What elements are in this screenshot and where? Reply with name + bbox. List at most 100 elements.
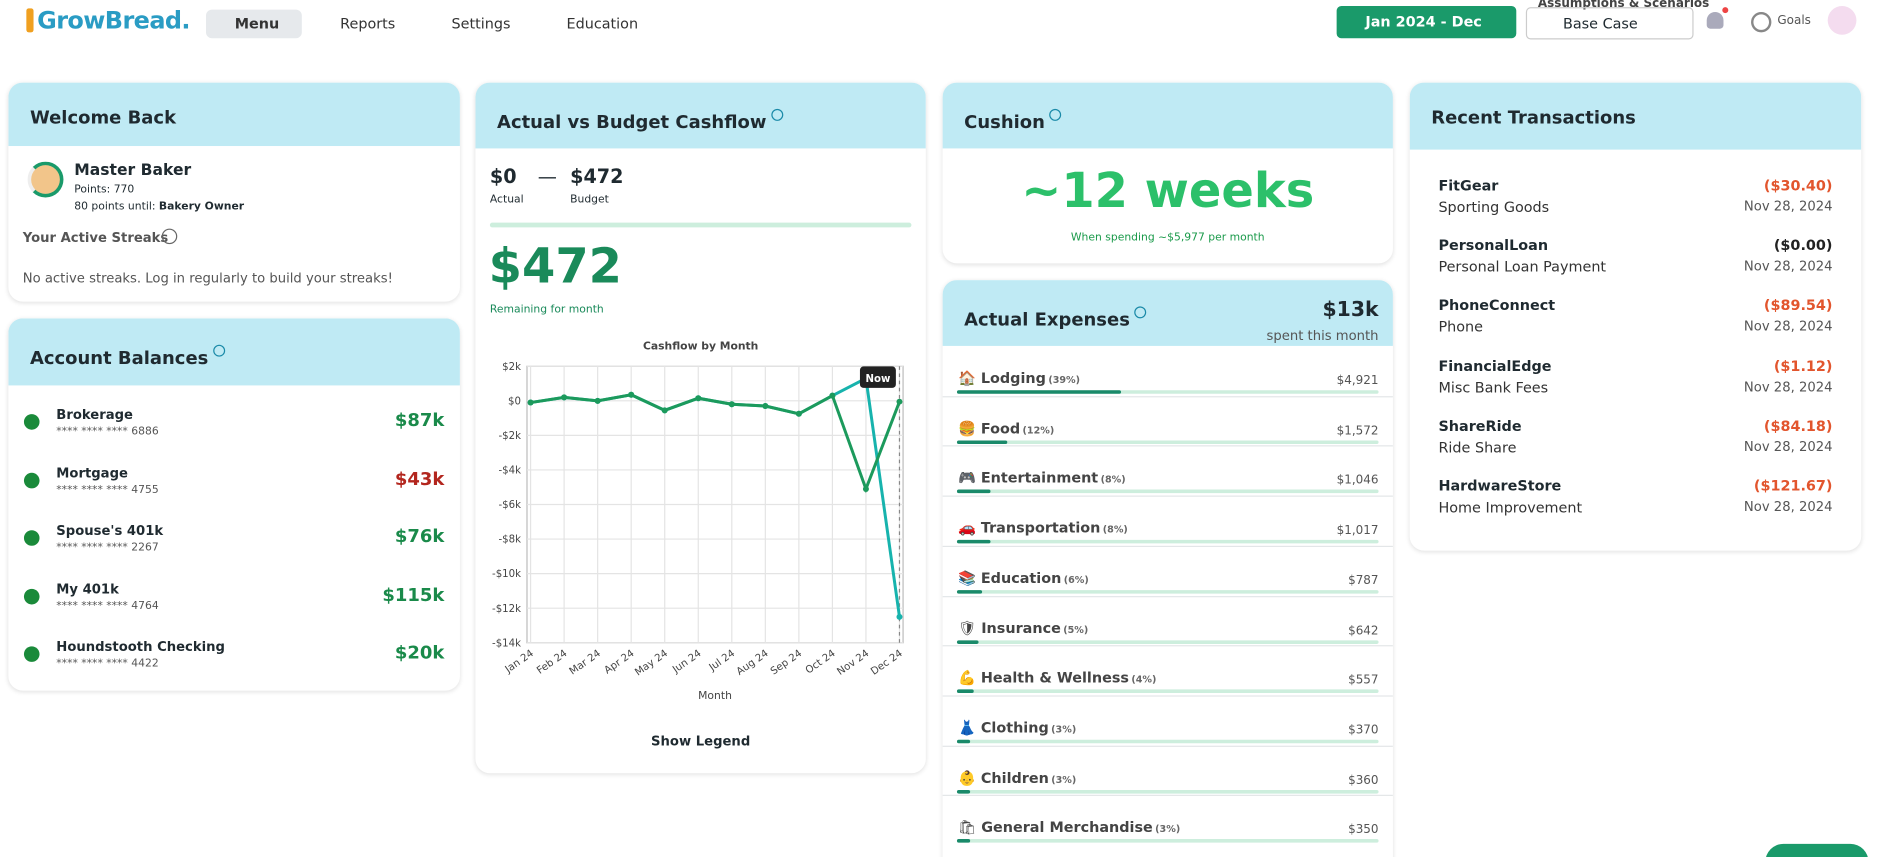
logo-icon: [26, 8, 34, 33]
merchant: FitGear: [1438, 177, 1499, 194]
chart-title: Cashflow by Month: [643, 340, 758, 353]
merchant: FinancialEdge: [1438, 357, 1552, 375]
expense-row[interactable]: 🛍 General Merchandise (3%): [958, 819, 1180, 836]
series-line: [530, 393, 901, 494]
x-tick-label: May 24: [633, 648, 670, 678]
help-icon[interactable]: [161, 228, 178, 245]
expense-amount: $557: [1348, 674, 1379, 688]
expense-row[interactable]: 👗 Clothing (3%): [958, 719, 1076, 736]
x-tick-label: Jul 24: [707, 648, 737, 674]
next-rank: Bakery Owner: [158, 201, 245, 214]
progress-track: [489, 222, 912, 228]
expense-row[interactable]: 🏠 Lodging (39%): [958, 370, 1080, 387]
row-divider: [942, 445, 1393, 447]
menu-button[interactable]: Menu: [206, 9, 302, 39]
y-tick-label: -$6k: [499, 500, 522, 511]
user-name: Master Baker: [74, 161, 192, 180]
education-menu[interactable]: Education: [566, 15, 639, 33]
expense-icon: 🏠: [958, 369, 977, 387]
expense-bar: [956, 589, 983, 594]
series-point: [661, 407, 668, 414]
notification-bell[interactable]: [1706, 11, 1724, 29]
expense-row[interactable]: 🎮 Entertainment (8%): [958, 470, 1125, 487]
category: Sporting Goods: [1438, 198, 1550, 216]
x-tick-label: Jan 24: [503, 648, 536, 676]
expenses-total: $13k: [1322, 298, 1379, 322]
avatar-ring: [27, 161, 64, 198]
expense-row[interactable]: 🚗 Transportation (8%): [958, 520, 1128, 537]
expense-icon: 👶: [958, 769, 977, 786]
goals-link[interactable]: Goals: [1777, 14, 1811, 28]
expense-share: (8%): [1102, 524, 1128, 536]
x-tick-label: Apr 24: [603, 648, 637, 676]
scenario-select[interactable]: Base Case: [1525, 7, 1694, 40]
info-icon[interactable]: [213, 344, 226, 357]
x-tick-label: Jun 24: [670, 648, 703, 676]
row-divider: [942, 695, 1393, 697]
amount: ($84.18): [1763, 417, 1833, 435]
y-tick-label: -$12k: [492, 604, 521, 615]
info-icon[interactable]: [1134, 306, 1147, 319]
expense-name: Clothing: [980, 719, 1049, 736]
account-balance: $115k: [382, 583, 445, 606]
merchant: HardwareStore: [1438, 477, 1562, 495]
transactions-card: Recent Transactions FitGear Sporting Good…: [1409, 82, 1862, 551]
amount: ($0.00): [1773, 237, 1833, 254]
actual-label: Actual: [489, 193, 524, 206]
card-title: Welcome Back: [29, 106, 177, 129]
expense-row[interactable]: 📚 Education (6%): [958, 569, 1089, 586]
expense-bar: [956, 639, 979, 644]
category: Phone: [1438, 318, 1483, 336]
show-legend-button[interactable]: Show Legend: [651, 733, 751, 750]
merchant: ShareRide: [1438, 417, 1522, 435]
settings-menu[interactable]: Settings: [451, 15, 511, 33]
bar-track: [956, 490, 1379, 494]
account-number: **** **** **** 4422: [56, 658, 159, 671]
y-tick-label: -$4k: [499, 466, 522, 477]
expense-amount: $642: [1348, 624, 1379, 638]
goals-icon: [1751, 11, 1772, 33]
info-icon[interactable]: [771, 108, 784, 121]
floating-button[interactable]: [1765, 843, 1869, 857]
amount: ($30.40): [1763, 177, 1833, 194]
cushion-card: Cushion ~12 weeks When spending ~$5,977 …: [942, 82, 1393, 264]
expense-bar: [956, 490, 991, 494]
expense-row[interactable]: 👶 Children (3%): [958, 769, 1076, 786]
expense-row[interactable]: 💪 Health & Wellness (4%): [958, 669, 1156, 686]
date: Nov 28, 2024: [1743, 318, 1833, 335]
series-point: [795, 410, 802, 417]
date-range-button[interactable]: Jan 2024 - Dec 2024: [1336, 5, 1517, 62]
bar-track: [956, 539, 1379, 544]
expense-icon: 📚: [958, 569, 977, 587]
y-tick-label: -$10k: [492, 569, 521, 580]
date: Nov 28, 2024: [1743, 499, 1833, 515]
y-tick-label: $2k: [502, 362, 521, 373]
brand[interactable]: GrowBread.: [37, 5, 190, 35]
points: Points: 770: [74, 184, 135, 197]
row-divider: [942, 495, 1393, 497]
amount: ($1.12): [1773, 357, 1833, 375]
annotation: Now: [865, 374, 890, 385]
expense-row[interactable]: 🛡 Insurance (5%): [958, 619, 1088, 636]
remaining-label: Remaining for month: [489, 304, 604, 316]
expense-name: Lodging: [980, 369, 1046, 387]
x-tick-label: Aug 24: [735, 648, 771, 678]
x-tick-label: Sep 24: [769, 648, 804, 677]
expense-bar: [956, 390, 1122, 394]
reports-menu[interactable]: Reports: [340, 15, 396, 33]
expense-icon: 🎮: [958, 469, 977, 487]
info-icon[interactable]: [1049, 108, 1062, 121]
expense-bar: [956, 839, 970, 843]
expense-name: Insurance: [981, 619, 1061, 637]
expense-share: (3%): [1051, 724, 1077, 735]
expense-amount: $350: [1348, 823, 1379, 838]
expenses-total-label: spent this month: [1266, 327, 1379, 344]
account-name: My 401k: [56, 581, 119, 598]
merchant: PersonalLoan: [1438, 237, 1549, 254]
expense-amount: $370: [1348, 724, 1379, 738]
streaks-empty: No active streaks. Log in regularly to b…: [22, 270, 393, 287]
expense-row[interactable]: 🍔 Food (12%): [958, 420, 1054, 437]
avatar[interactable]: [1827, 5, 1857, 35]
date: Nov 28, 2024: [1743, 378, 1833, 395]
expense-name: Food: [980, 419, 1021, 437]
